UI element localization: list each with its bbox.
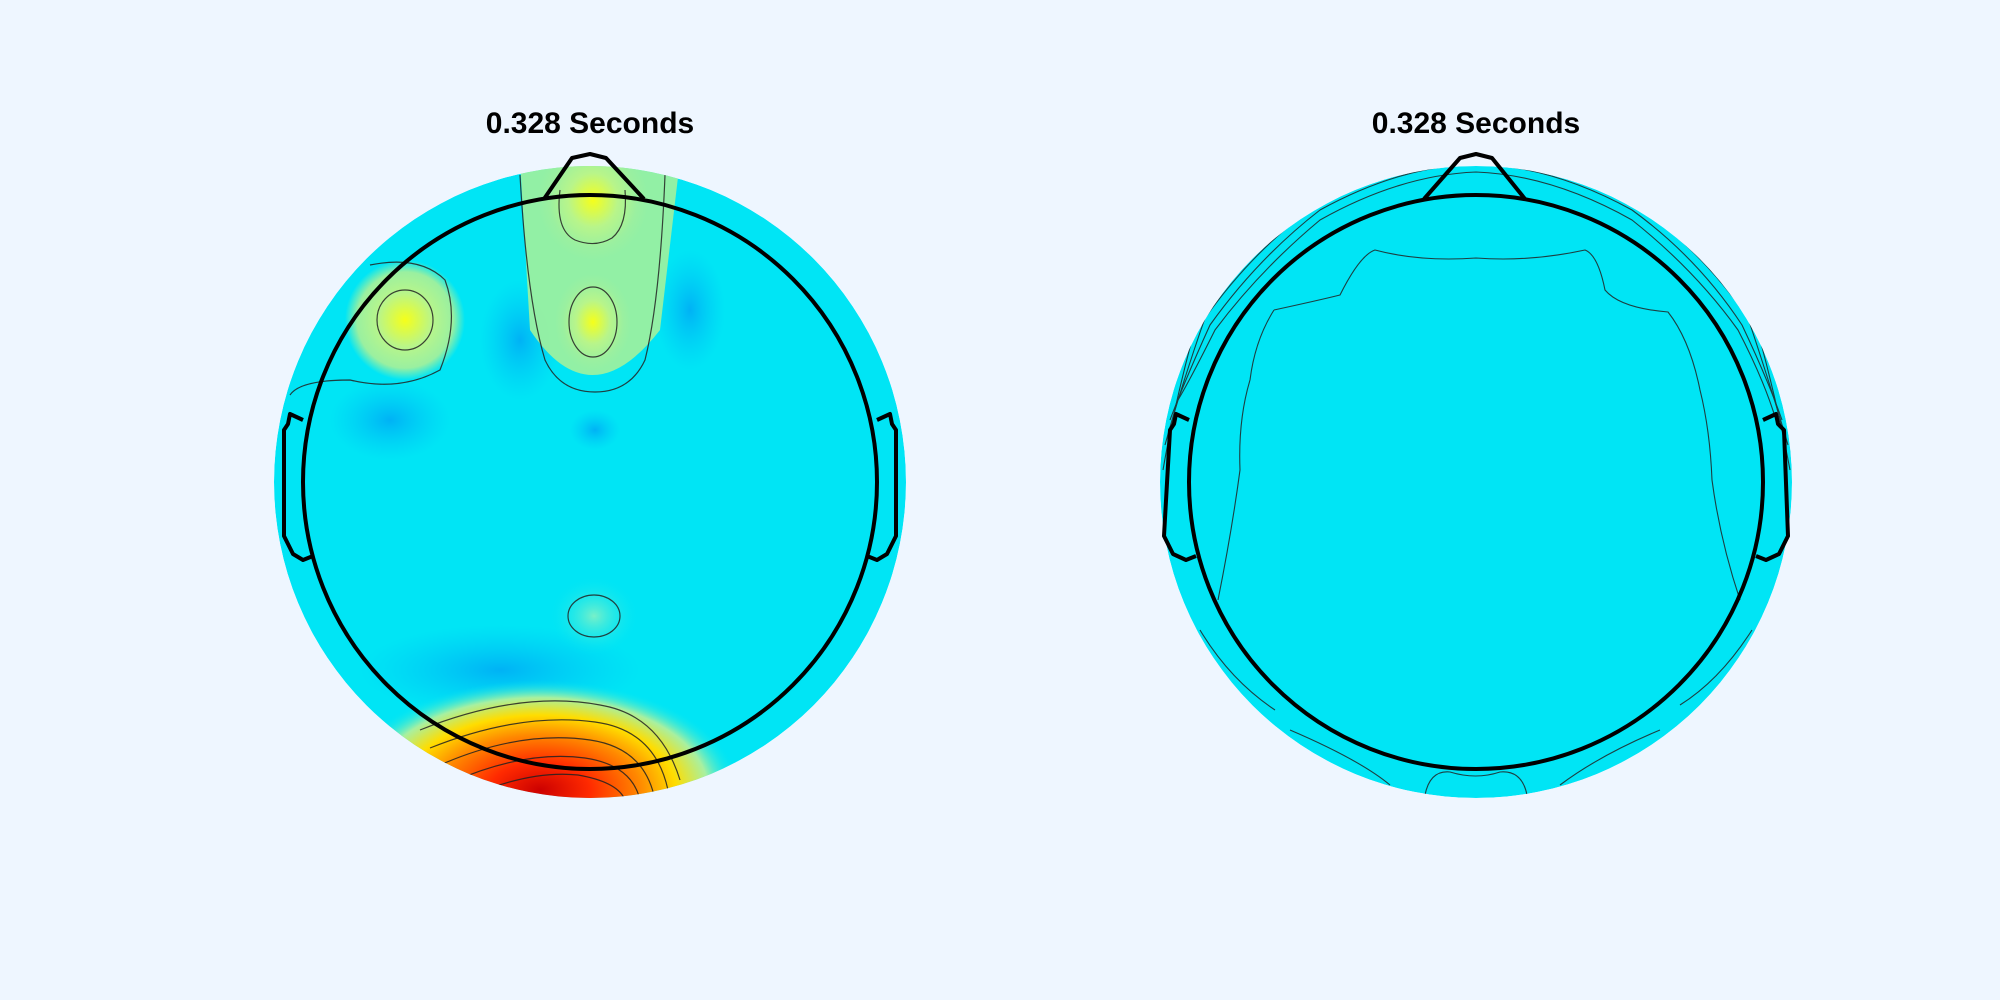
left-contour-line — [568, 286, 618, 358]
right-head-outline — [1162, 152, 1790, 771]
right-contour-line — [1424, 771, 1528, 796]
right-contour-line — [1273, 249, 1741, 601]
left-central-hotspot — [555, 274, 631, 370]
right-ear-right — [1755, 412, 1790, 562]
left-contour-line — [376, 289, 434, 351]
right-topomap: 0.328 Seconds — [1160, 107, 1792, 798]
right-contour-line — [1289, 729, 1391, 786]
left-ear-right — [866, 412, 898, 562]
right-contour-line — [1177, 171, 1777, 421]
left-contour-line — [558, 189, 627, 245]
left-blue-patch — [330, 380, 450, 460]
right-scalp-field — [1160, 166, 1792, 798]
left-contour-line — [451, 755, 641, 798]
right-contour-line — [1199, 629, 1276, 711]
right-background-field — [1160, 166, 1792, 798]
left-contour-line — [567, 594, 621, 638]
left-nose — [542, 152, 646, 201]
left-parietal-hotspot — [549, 576, 639, 656]
right-contour-line — [1559, 729, 1661, 786]
left-occipital-hotspot — [340, 680, 740, 798]
right-head-circle — [1187, 193, 1765, 771]
left-contour-line — [419, 700, 681, 781]
left-panel-title: 0.328 Seconds — [486, 107, 694, 140]
right-ear-left — [1162, 412, 1197, 562]
left-contour-line — [289, 261, 452, 396]
left-ear-left — [282, 412, 314, 562]
left-contours — [289, 174, 681, 798]
left-lateral-hotspot — [345, 260, 465, 380]
left-contour-line — [519, 174, 666, 393]
left-contour-line — [429, 719, 669, 791]
left-blue-patch — [570, 410, 620, 450]
left-head-circle — [301, 193, 879, 771]
right-panel-title: 0.328 Seconds — [1372, 107, 1580, 140]
right-nose — [1422, 152, 1527, 201]
left-scalp-field — [274, 166, 906, 798]
right-contour-line — [1169, 166, 1783, 421]
right-contour-line — [1679, 629, 1753, 706]
left-topomap: 0.328 Seconds — [274, 107, 906, 798]
left-blue-patch — [655, 250, 725, 370]
right-contour-line — [1217, 309, 1275, 601]
left-head-outline — [282, 152, 898, 771]
